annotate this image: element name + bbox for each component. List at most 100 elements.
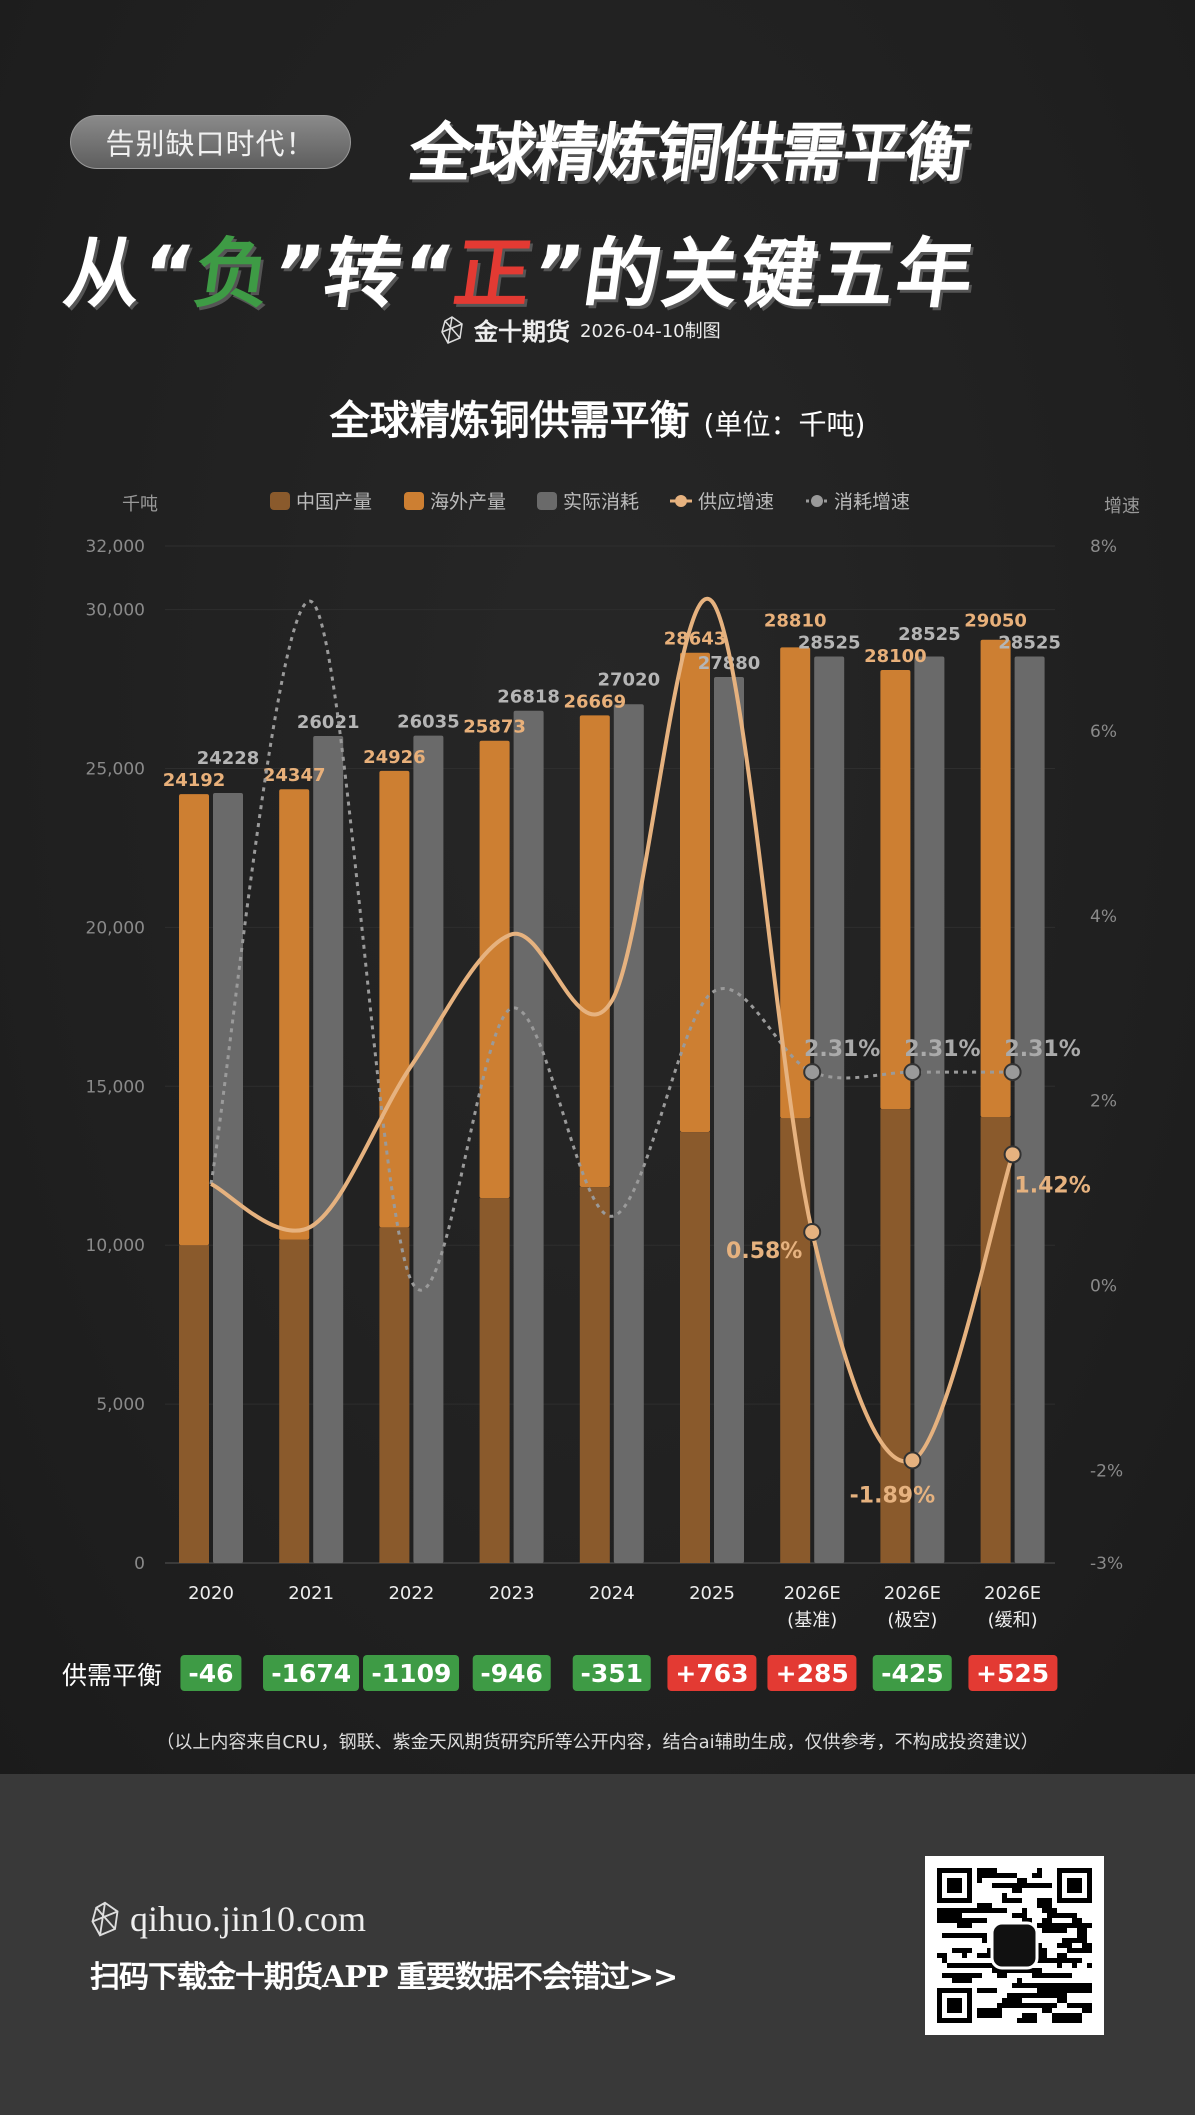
qr-module [1047, 1908, 1052, 1913]
legend-label: 中国产量 [296, 491, 372, 513]
jin10-logo-icon [441, 315, 463, 344]
qr-module [1087, 2008, 1092, 2013]
supply-total-label: 24347 [263, 765, 326, 786]
bar-china [379, 1227, 410, 1563]
qr-module [1052, 1928, 1057, 1933]
bar-consumption [914, 656, 945, 1563]
qr-module [987, 1903, 992, 1908]
qr-module [1032, 2013, 1037, 2018]
supply-growth-label: 0.58% [726, 1239, 802, 1264]
qr-module [1037, 1993, 1042, 1998]
qr-module [1087, 1988, 1092, 1993]
qr-module [977, 1918, 982, 1923]
qr-module [1012, 1898, 1017, 1903]
brand-name: 金十期货 [474, 318, 570, 346]
qr-module [1017, 2018, 1022, 2023]
qr-module [1057, 1913, 1062, 1918]
qr-module [1062, 1938, 1067, 1943]
chart: 0 5,000 10,000 15,000 20,000 25,000 30,000 32,0… [86, 491, 1140, 1631]
x-tick-label: (基准) [787, 1610, 837, 1631]
qr-finder-core [947, 1998, 962, 2013]
qr-module [997, 1908, 1002, 1913]
consumption-label: 28525 [998, 632, 1061, 653]
y-tick-label: 30,000 [86, 601, 145, 621]
qr-module [1052, 1973, 1057, 1978]
qr-module [977, 2008, 982, 2013]
qr-module [987, 1948, 992, 1953]
consumption-label: 27880 [698, 653, 761, 674]
bar-china [479, 1198, 510, 1563]
qr-module [1062, 2013, 1067, 2018]
qr-module [1037, 1973, 1042, 1978]
qr-module [942, 1958, 947, 1963]
consumption-label: 28525 [898, 624, 961, 645]
qr-module [1037, 1983, 1042, 1988]
qr-module [997, 1968, 1002, 1973]
qr-module [942, 1973, 947, 1978]
qr-module [1047, 1993, 1052, 1998]
qr-module [1052, 2003, 1057, 2008]
qr-module [1057, 1963, 1062, 1968]
qr-module [1052, 1983, 1057, 1988]
balance-badge: -1109 [363, 1655, 460, 1691]
legend-label: 供应增速 [698, 491, 774, 513]
qr-module [977, 1973, 982, 1978]
x-tick-label: 2024 [589, 1583, 635, 1604]
qr-module [1072, 1948, 1077, 1953]
qr-module [1037, 1873, 1042, 1878]
qr-module [1022, 1983, 1027, 1988]
qr-module [982, 1918, 987, 1923]
balance-badge: +763 [667, 1655, 757, 1691]
qr-module [947, 1908, 952, 1913]
qr-module [957, 1918, 962, 1923]
balance-badge: -351 [572, 1655, 652, 1691]
chart-unit: (单位：千吨) [703, 408, 866, 441]
qr-module [962, 1973, 967, 1978]
qr-code[interactable] [925, 1856, 1104, 2035]
qr-module [982, 2008, 987, 2013]
qr-module [1077, 1988, 1082, 1993]
qr-module [1002, 2003, 1007, 2008]
chart-title: 全球精炼铜供需平衡 (单位：千吨) [0, 388, 1195, 446]
bar-china [179, 1245, 209, 1563]
qr-module [1022, 2003, 1027, 2008]
qr-module [997, 2013, 1002, 2018]
qr-module [997, 1973, 1002, 1978]
qr-module [1032, 1873, 1037, 1878]
qr-module [1027, 2003, 1032, 2008]
qr-module [1087, 1983, 1092, 1988]
qr-module [1032, 2003, 1037, 2008]
qr-module [987, 1868, 992, 1873]
qr-module [967, 1933, 972, 1938]
supply-total-label: 24192 [163, 770, 226, 791]
qr-module [982, 1908, 987, 1913]
qr-module [1012, 1873, 1017, 1878]
qr-module [1022, 1878, 1027, 1883]
qr-module [1072, 1988, 1077, 1993]
qr-module [992, 2013, 997, 2018]
website-url: qihuo.jin10.com [130, 1899, 366, 1939]
chart-title-text: 全球精炼铜供需平衡 [329, 398, 690, 444]
qr-module [1042, 1923, 1047, 1928]
qr-module [1027, 1983, 1032, 1988]
qr-module [942, 1908, 947, 1913]
qr-module [1037, 1923, 1042, 1928]
qr-module [1052, 1908, 1057, 1913]
qr-module [1032, 1973, 1037, 1978]
x-tick-label: 2026E [784, 1583, 841, 1604]
qr-module [982, 1868, 987, 1873]
qr-module [992, 2008, 997, 2013]
qr-module [1072, 2003, 1077, 2008]
legend-label: 海外产量 [430, 491, 506, 513]
qr-module [967, 1963, 972, 1968]
consumption-growth-marker [803, 1063, 822, 1082]
qr-module [967, 1948, 972, 1953]
qr-module [1072, 1963, 1077, 1968]
qr-module [1042, 1898, 1047, 1903]
consumption-label: 28525 [798, 632, 861, 653]
qr-module [1052, 1988, 1057, 1993]
legend-label: 实际消耗 [563, 491, 639, 513]
website[interactable]: qihuo.jin10.com [90, 1898, 366, 1940]
qr-module [1077, 1933, 1082, 1938]
bar-china [279, 1239, 310, 1563]
